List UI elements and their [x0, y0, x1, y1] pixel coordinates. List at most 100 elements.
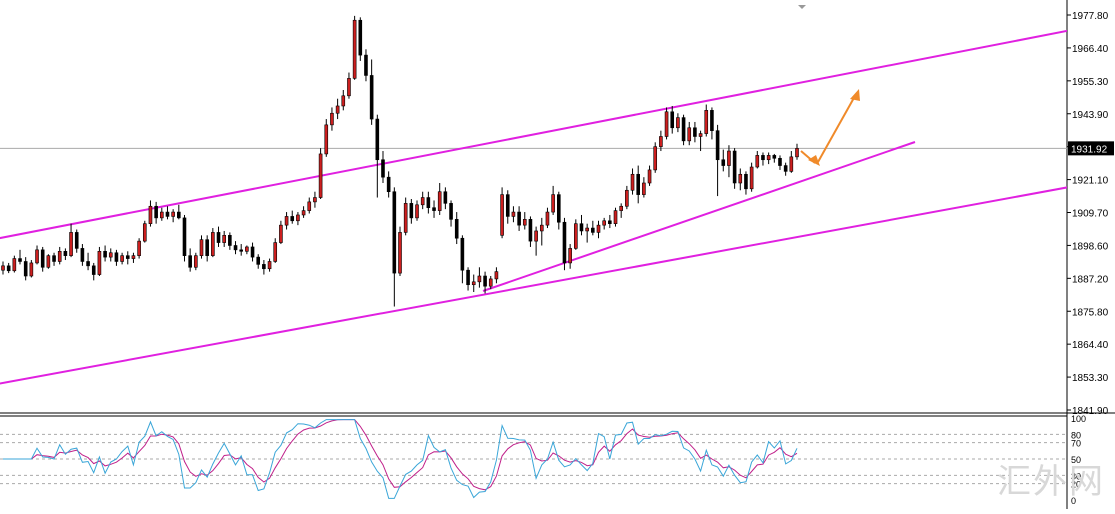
candle: [698, 130, 703, 152]
candle: [642, 177, 646, 198]
candle: [40, 246, 45, 272]
candle-body: [477, 275, 482, 283]
candle: [398, 226, 402, 277]
candle: [738, 168, 743, 191]
candle: [18, 249, 22, 265]
candle-body: [664, 111, 669, 137]
candle-body: [74, 232, 79, 249]
current-price-badge: [1068, 141, 1114, 156]
candle: [352, 15, 357, 80]
candle: [755, 151, 760, 169]
candle: [710, 107, 714, 140]
candle-body: [625, 189, 629, 207]
price-tick-label: 1841.90: [1072, 406, 1109, 417]
candle: [148, 200, 153, 227]
candle: [761, 152, 765, 166]
candle: [653, 142, 658, 173]
candle: [562, 217, 567, 271]
candle: [74, 229, 79, 253]
rsi-tick-label: 30: [1071, 471, 1081, 481]
candle: [205, 235, 209, 262]
rsi-tick-label: 70: [1071, 439, 1081, 449]
candle: [216, 226, 221, 247]
candle-body: [91, 265, 96, 275]
candle: [568, 244, 572, 269]
candle: [267, 258, 272, 272]
candle: [375, 114, 380, 198]
candle-body: [505, 194, 510, 217]
candle: [341, 89, 346, 111]
candle-body: [761, 155, 765, 161]
candle-body: [636, 173, 641, 195]
candle-body: [585, 227, 589, 232]
candle-body: [670, 111, 675, 129]
candle: [789, 151, 794, 173]
candle: [613, 207, 618, 227]
candle: [279, 220, 283, 245]
candle-body: [171, 211, 175, 217]
candle: [347, 72, 351, 99]
candle: [194, 252, 198, 271]
candle: [296, 212, 300, 226]
candle: [437, 182, 442, 215]
rsi-tick-label: 20: [1071, 480, 1081, 490]
candle-body: [511, 211, 516, 217]
candle-body: [732, 150, 737, 184]
rsi-tick-label: 50: [1071, 455, 1081, 465]
candle: [222, 230, 226, 247]
candle-body: [142, 223, 147, 242]
candle: [721, 149, 726, 172]
candle: [432, 200, 436, 218]
candle-body: [369, 75, 374, 120]
price-tick-label: 1875.80: [1072, 307, 1109, 318]
candle-body: [659, 136, 663, 147]
candle-body: [239, 249, 243, 252]
candle-body: [307, 201, 312, 211]
candle-body: [653, 146, 658, 171]
price-tick-label: 1943.90: [1072, 110, 1109, 121]
candle-body: [12, 258, 17, 272]
candle-body: [256, 256, 261, 265]
candle-body: [551, 194, 555, 213]
candle: [114, 249, 119, 266]
candle-body: [630, 173, 635, 191]
candle-body: [727, 150, 731, 166]
candle-body: [403, 203, 408, 233]
candle-body: [494, 271, 499, 280]
candle-body: [69, 232, 73, 256]
candle-body: [148, 205, 153, 224]
candle-body: [250, 246, 255, 258]
candle-body: [534, 230, 538, 242]
candle: [182, 214, 187, 262]
candle-body: [568, 248, 572, 264]
candle: [142, 220, 147, 243]
candle-body: [738, 173, 743, 184]
candle: [732, 148, 737, 189]
candle: [505, 190, 510, 224]
candle-body: [375, 118, 380, 161]
candle-body: [86, 261, 90, 267]
candle: [211, 228, 215, 258]
price-tick-label: 1909.70: [1072, 209, 1109, 220]
candle: [630, 168, 635, 195]
candle: [443, 187, 448, 210]
candle: [545, 207, 550, 229]
candle: [245, 245, 249, 255]
arrow-down-head-icon: [808, 155, 820, 166]
candle-body: [108, 252, 113, 258]
candle: [318, 148, 323, 199]
candle-body: [267, 261, 272, 270]
candle-body: [454, 219, 459, 239]
candle-body: [125, 255, 130, 259]
candle-body: [443, 191, 448, 204]
rsi-tick-label: 0: [1071, 496, 1076, 506]
candle: [46, 254, 51, 269]
candle-body: [182, 217, 187, 256]
candle-body: [80, 248, 85, 262]
candle: [591, 220, 595, 236]
candle-body: [114, 252, 119, 262]
candle-body: [619, 205, 623, 211]
candle-body: [608, 220, 612, 224]
candle: [199, 235, 204, 259]
